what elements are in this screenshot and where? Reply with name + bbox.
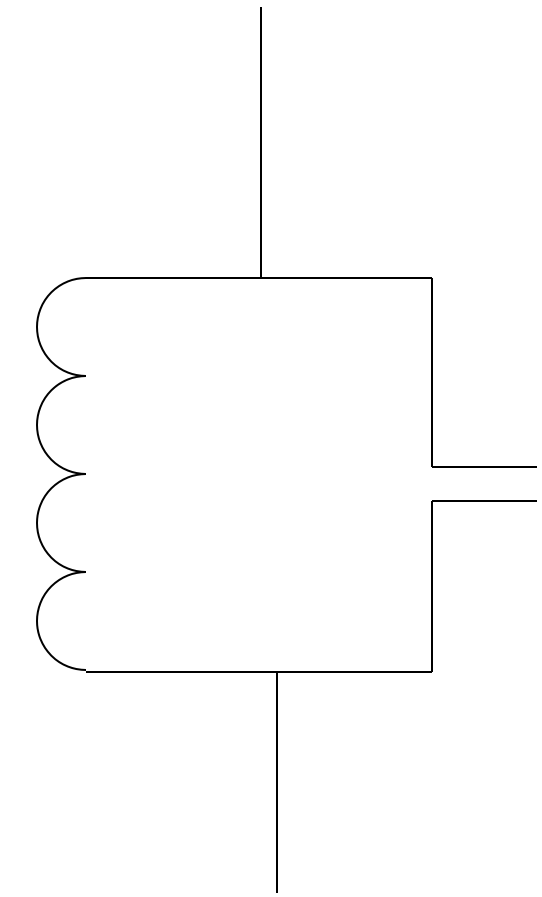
inductor-coils — [37, 278, 86, 670]
lc-circuit-diagram — [0, 0, 542, 897]
